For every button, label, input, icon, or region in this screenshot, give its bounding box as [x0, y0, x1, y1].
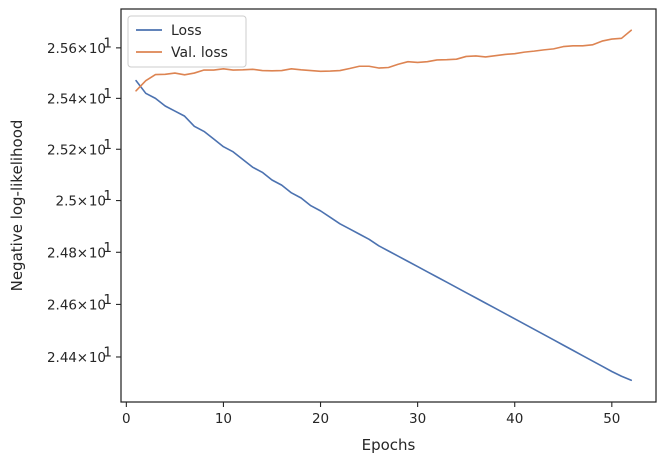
x-tick-label: 10	[215, 411, 232, 427]
legend-label-loss: Loss	[171, 23, 202, 39]
y-tick-base: 10	[89, 91, 106, 107]
y-tick-exponent: 1	[103, 344, 112, 360]
x-axis-ticks: 0 10 20 30 40 50	[122, 402, 620, 427]
y-tick-times: ×	[77, 41, 88, 57]
y-tick-label: 110×2.5	[56, 188, 112, 210]
plot-area	[135, 29, 633, 382]
y-tick-exponent: 1	[103, 86, 112, 102]
series-line-loss	[135, 79, 633, 382]
y-axis-ticks: 110×2.44110×2.46110×2.48110×2.5110×2.521…	[47, 35, 121, 366]
y-tick-mantissa: 2.56	[47, 41, 77, 57]
y-tick-label: 110×2.46	[47, 292, 112, 314]
legend-box	[127, 15, 247, 68]
legend-label-val-loss: Val. loss	[171, 45, 228, 61]
y-tick-base: 10	[89, 245, 106, 261]
y-tick-base: 10	[89, 41, 106, 57]
y-tick-label: 110×2.44	[47, 344, 112, 366]
y-tick-mantissa: 2.48	[47, 245, 77, 261]
x-tick-label: 0	[122, 411, 131, 427]
legend: Loss Val. loss	[127, 15, 247, 68]
y-tick-base: 10	[89, 350, 106, 366]
y-tick-base: 10	[89, 142, 106, 158]
y-tick-mantissa: 2.54	[47, 91, 77, 107]
y-tick-exponent: 1	[103, 292, 112, 308]
y-tick-times: ×	[77, 142, 88, 158]
y-tick-base: 10	[89, 297, 106, 313]
y-tick-times: ×	[77, 91, 88, 107]
y-tick-times: ×	[77, 245, 88, 261]
y-tick-label: 110×2.56	[47, 35, 112, 57]
y-tick-exponent: 1	[103, 240, 112, 256]
y-tick-label: 110×2.48	[47, 240, 112, 261]
x-tick-label: 30	[409, 411, 426, 427]
y-tick-mantissa: 2.5	[56, 194, 77, 210]
y-tick-exponent: 1	[103, 188, 112, 204]
axes-frame	[120, 8, 657, 403]
x-axis-label: Epochs	[362, 436, 416, 454]
y-tick-times: ×	[77, 194, 88, 210]
y-axis-label: Negative log-likelihood	[8, 120, 26, 292]
y-tick-times: ×	[77, 297, 88, 313]
x-tick-label: 50	[603, 411, 620, 427]
y-tick-mantissa: 2.44	[47, 350, 77, 366]
series-line-val-loss	[135, 29, 633, 92]
y-tick-mantissa: 2.52	[47, 142, 77, 158]
y-tick-exponent: 1	[103, 137, 112, 153]
y-tick-label: 110×2.54	[47, 86, 112, 108]
y-tick-base: 10	[89, 194, 106, 210]
y-tick-mantissa: 2.46	[47, 297, 77, 313]
x-tick-label: 20	[312, 411, 329, 427]
y-tick-label: 110×2.52	[47, 137, 112, 159]
y-tick-times: ×	[77, 350, 88, 366]
y-tick-exponent: 1	[103, 35, 112, 51]
x-tick-label: 40	[506, 411, 523, 427]
